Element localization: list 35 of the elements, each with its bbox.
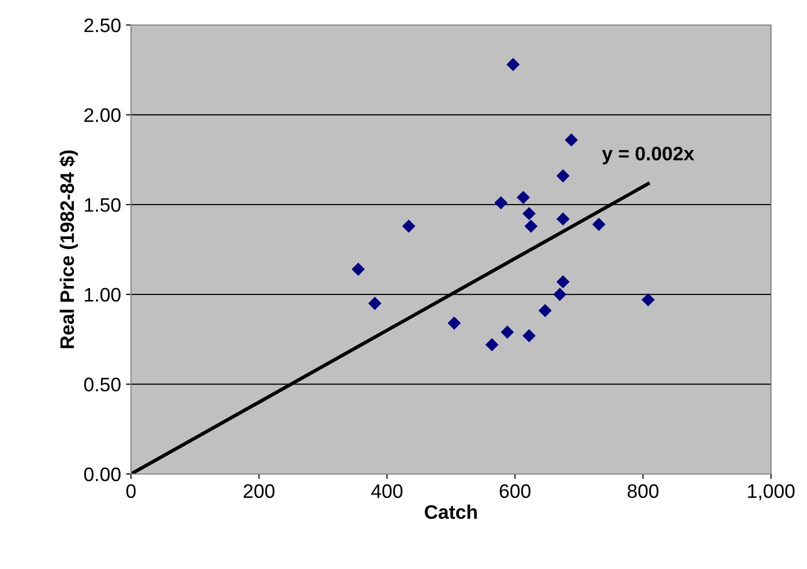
- point: [516, 190, 530, 204]
- point: [448, 316, 461, 330]
- point: [553, 288, 566, 301]
- x-tick-label: 0: [126, 484, 136, 498]
- point: [556, 212, 570, 226]
- point: [402, 220, 416, 233]
- x-tick-label: 800: [628, 484, 658, 498]
- x-axis-title: Catch: [424, 504, 477, 519]
- point: [494, 196, 508, 210]
- annotation: y = 0.002x: [602, 146, 694, 164]
- y-tick-label: 0.50: [84, 378, 121, 392]
- y-tick-label: 2.00: [84, 108, 121, 122]
- y-tick-label: 2.50: [84, 18, 121, 32]
- point: [556, 169, 570, 182]
- point: [564, 133, 578, 147]
- y-tick-label: 1.50: [84, 198, 121, 212]
- point: [500, 326, 514, 339]
- point: [368, 296, 382, 310]
- point: [524, 220, 538, 233]
- y-tick-label: 1.00: [84, 288, 121, 302]
- y-tick-label: 0.00: [84, 467, 121, 482]
- y-axis-title: Real Price (1982-84 $): [59, 150, 78, 348]
- x-tick-label: 200: [244, 484, 274, 498]
- point: [538, 304, 552, 318]
- point: [642, 293, 655, 306]
- x-tick-label: 1,000: [748, 484, 795, 500]
- point: [522, 206, 536, 220]
- x-tick-label: 400: [371, 484, 402, 498]
- point: [592, 218, 606, 231]
- point: [352, 262, 365, 276]
- point: [506, 58, 520, 72]
- point: [556, 275, 570, 288]
- x-tick-label: 600: [500, 484, 530, 498]
- point: [522, 329, 536, 342]
- point: [485, 338, 499, 352]
